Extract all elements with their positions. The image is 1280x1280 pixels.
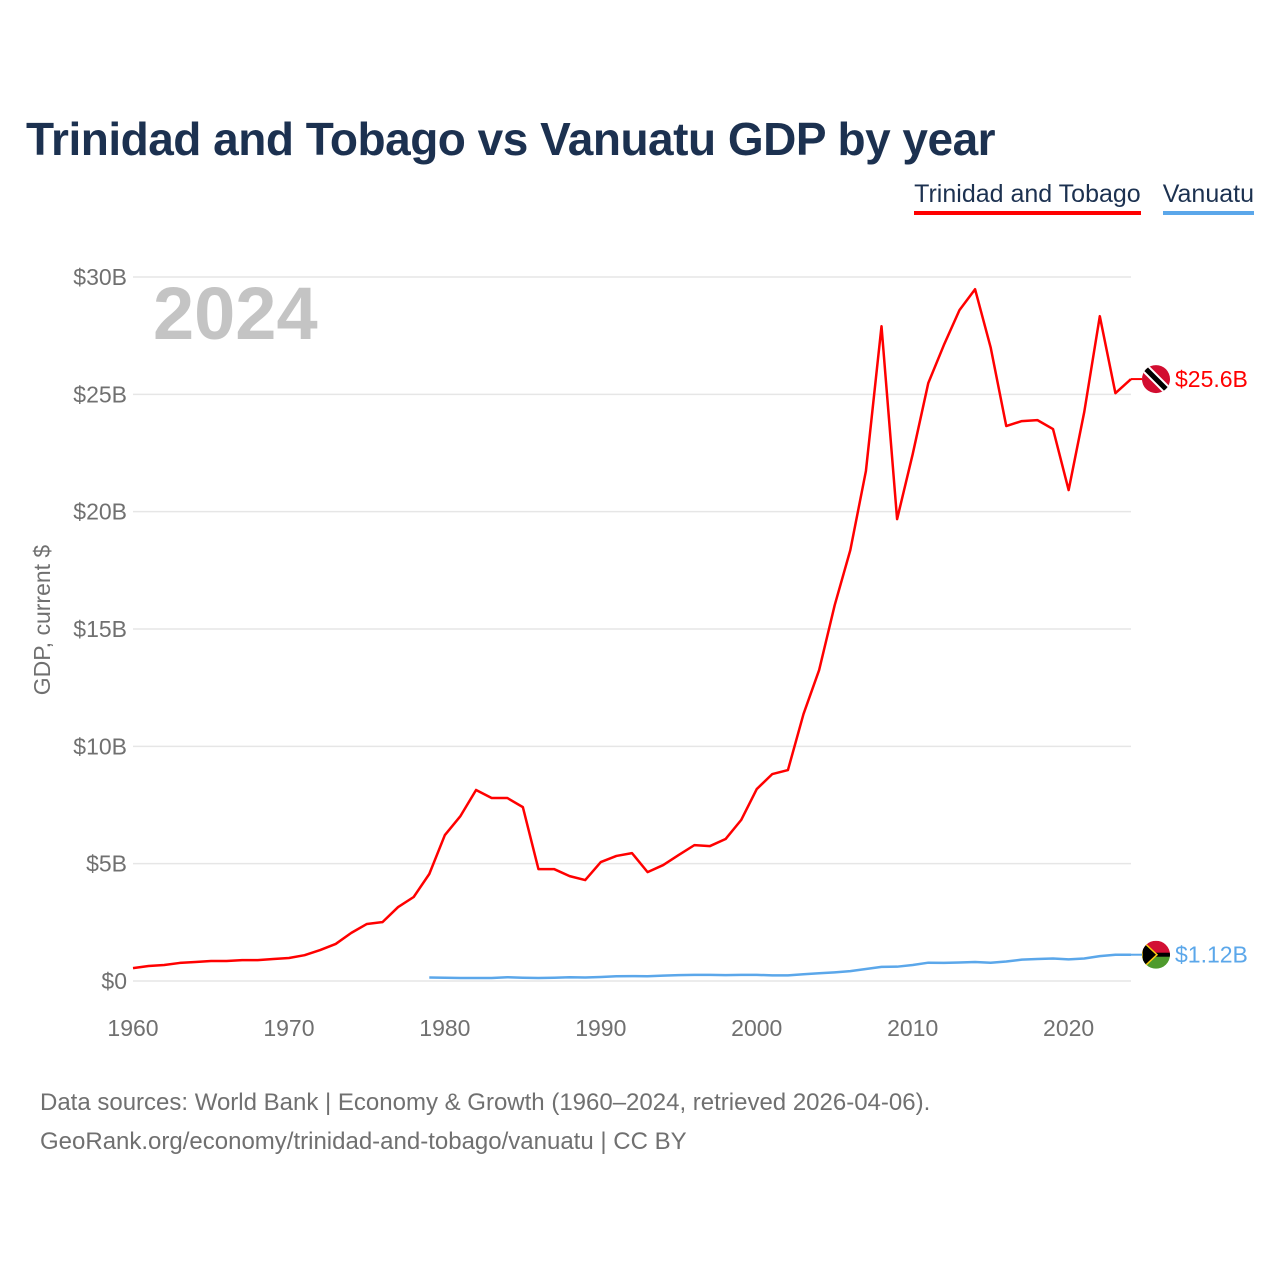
- series-line-vanuatu: [429, 953, 1131, 980]
- trinidad-and-tobago-flag-icon: [1142, 365, 1170, 394]
- end-value-label: $25.6B: [1175, 366, 1248, 392]
- source-text: Data sources: World Bank | Economy & Gro…: [40, 1089, 931, 1116]
- y-tick-label: $15B: [73, 616, 127, 642]
- footer: Data sources: World Bank | Economy & Gro…: [40, 1083, 930, 1161]
- end-value-label: $1.12B: [1175, 942, 1248, 968]
- x-tick-label: 1960: [107, 1015, 158, 1041]
- x-tick-label: 1990: [575, 1015, 626, 1041]
- x-tick-label: 1970: [263, 1015, 314, 1041]
- x-tick-label: 2010: [887, 1015, 938, 1041]
- x-tick-label: 1980: [419, 1015, 470, 1041]
- legend: Trinidad and Tobago Vanuatu: [914, 180, 1254, 215]
- y-tick-label: $25B: [73, 381, 127, 407]
- y-tick-label: $0: [101, 968, 127, 994]
- series-line-trinidad-and-tobago: [132, 287, 1132, 970]
- y-axis-label: GDP, current $: [29, 545, 55, 696]
- y-tick-label: $10B: [73, 733, 127, 759]
- y-tick-label: $30B: [73, 264, 127, 290]
- y-tick-label: $20B: [73, 499, 127, 525]
- legend-vanuatu[interactable]: Vanuatu: [1162, 180, 1254, 215]
- chart-title: Trinidad and Tobago vs Vanuatu GDP by ye…: [26, 113, 996, 165]
- year-watermark: 2024: [153, 272, 318, 355]
- vanuatu-flag-icon: [1142, 940, 1170, 969]
- x-tick-label: 2020: [1043, 1015, 1094, 1041]
- legend-trinidad-and-tobago[interactable]: Trinidad and Tobago: [914, 180, 1141, 215]
- y-tick-label: $5B: [86, 851, 127, 877]
- x-tick-label: 2000: [731, 1015, 782, 1041]
- source-link[interactable]: GeoRank.org/economy/trinidad-and-tobago/…: [40, 1128, 687, 1155]
